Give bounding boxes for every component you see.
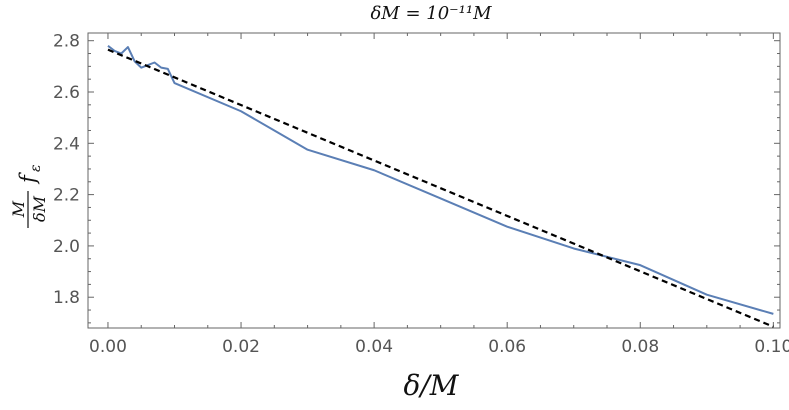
y-axis-label-subscript: ε [28, 164, 44, 172]
series-line-dashed-fit [107, 48, 774, 328]
axis-ticks: 0.00 0.02 0.04 0.06 0.08 0.10 1.8 2.0 2.2 2.4 2.6 2… [53, 32, 789, 357]
y-tick-label: 1.8 [53, 288, 80, 308]
x-tick-label: 0.08 [621, 337, 659, 357]
y-tick-label: 2.6 [53, 83, 80, 103]
x-tick-label: 0.06 [488, 337, 526, 357]
y-tick-label: 2.0 [53, 237, 80, 257]
y-axis-label-denominator: δM [30, 195, 49, 222]
y-axis-label-numerator: M [9, 200, 28, 218]
y-axis-label-factor: f [16, 172, 40, 185]
y-tick-label: 2.4 [53, 134, 80, 154]
x-tick-label: 0.00 [89, 337, 127, 357]
chart-title: δM = 10⁻¹¹M [370, 3, 492, 24]
series-layer [107, 45, 774, 328]
x-tick-label: 0.10 [754, 337, 789, 357]
y-axis-label: M δM f ε [9, 164, 49, 228]
y-tick-label: 2.8 [53, 32, 80, 52]
x-tick-label: 0.02 [222, 337, 260, 357]
plot-frame [87, 32, 781, 329]
x-axis-label: δ/M [404, 369, 460, 402]
series-line-data [107, 45, 774, 315]
y-tick-label: 2.2 [53, 186, 80, 206]
x-tick-label: 0.04 [355, 337, 393, 357]
